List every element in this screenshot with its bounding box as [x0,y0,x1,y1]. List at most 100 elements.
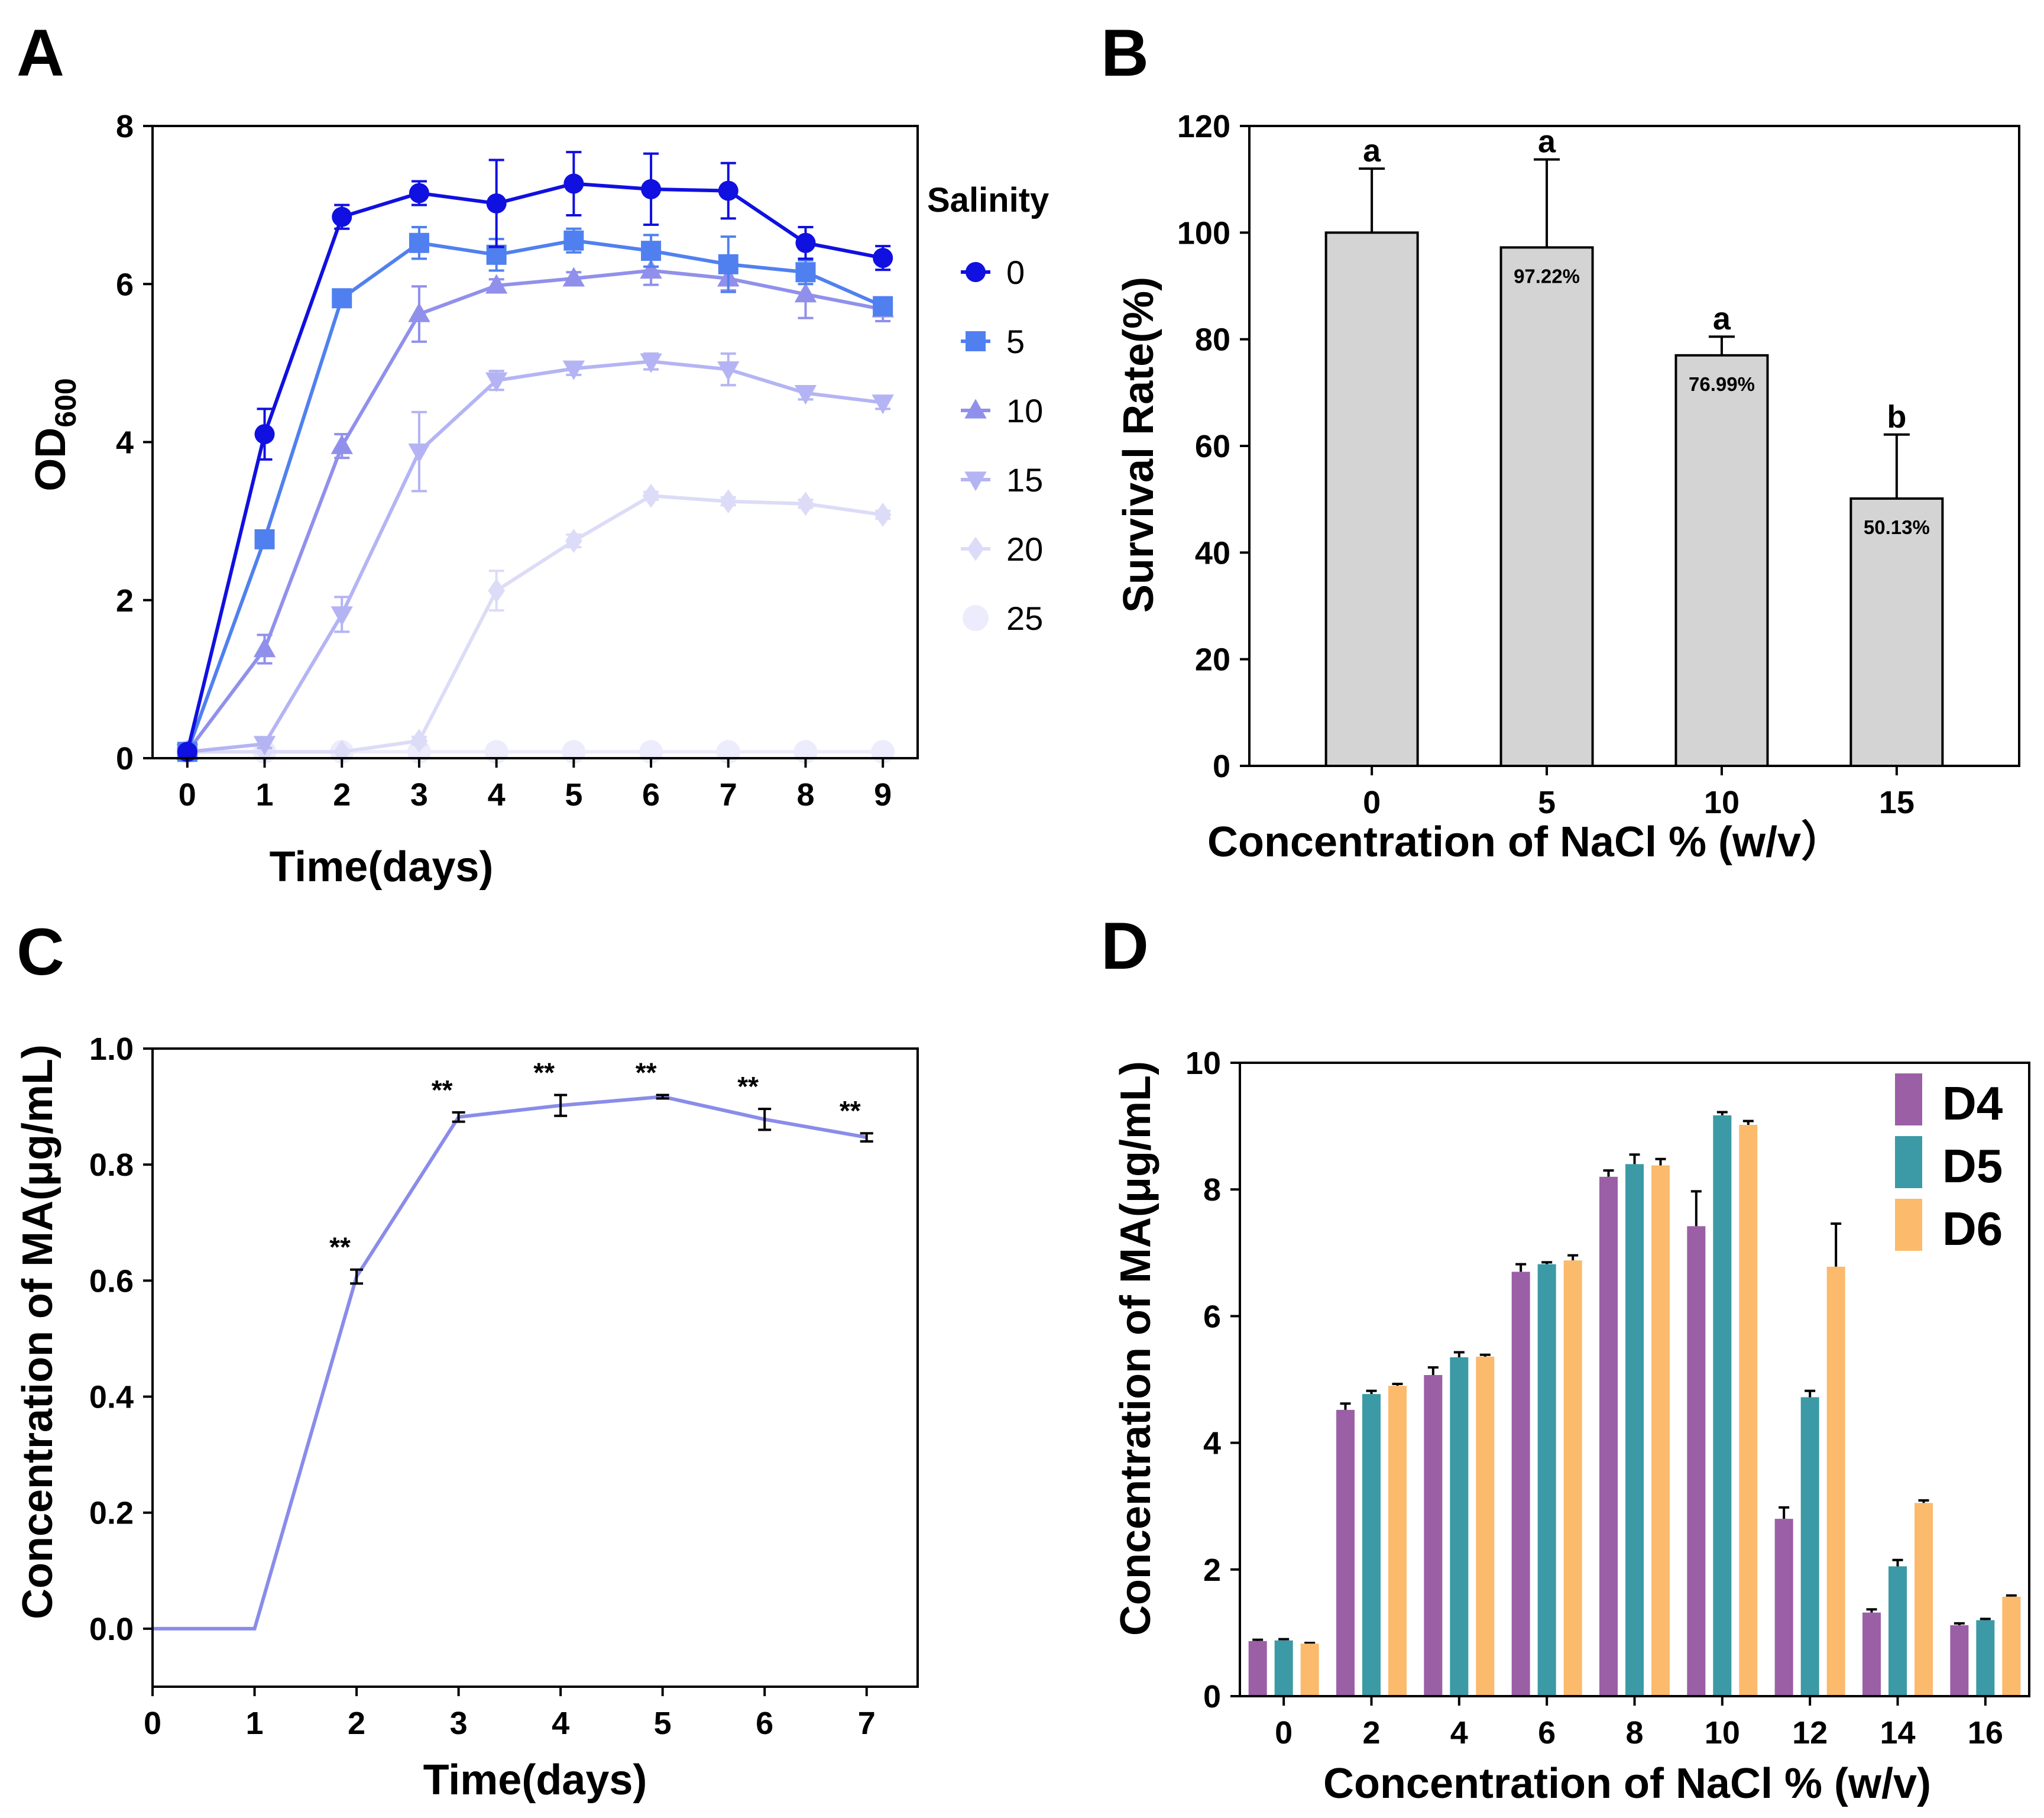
panel-c-xtick-label: 2 [348,1706,365,1741]
panel-letter-d: D [1101,909,1149,983]
panel-a-legend-label: 25 [1006,600,1043,637]
panel-a-point [332,206,352,227]
panel-d-bar-d4 [1424,1375,1443,1696]
panel-a-point [872,394,894,415]
panel-b-bar [1324,231,1419,768]
panel-d-error-bar-line [1918,1499,1929,1503]
panel-c-series-line [153,1095,867,1631]
panel-d-error-bar-line [1541,1261,1553,1264]
panel-d-error-bar [1366,1389,1377,1395]
panel-a-point [254,529,275,549]
panel-a-point [253,736,276,756]
panel-d-error-bar [1892,1558,1903,1567]
panel-d-error-bar-line [1866,1608,1877,1613]
panel-d-error-bar [1690,1190,1702,1227]
panel-d-bar-d6 [1388,1386,1407,1696]
panel-a-point [485,372,508,392]
panel-a-point [641,241,662,261]
panel-a-legend-item: 0 [961,254,1025,291]
panel-c-xtick-label: 6 [756,1706,773,1741]
panel-b-error-bar [1359,167,1385,233]
panel-d-error-bar [1541,1261,1553,1264]
panel-d-ylabel: Concentration of MA(μg/mL) [1112,1061,1159,1636]
panel-d-error-bar [1479,1353,1491,1357]
panel-a-point [408,443,430,464]
panel-d-error-bar-line [1831,1222,1842,1267]
panel-d-bar-group [1424,1351,1495,1696]
panel-b-significance-letter: a [1713,301,1731,337]
panel-d-xlabel: Concentration of NaCl % (w/v) [1323,1760,1931,1807]
panel-d-error-bar-line [1392,1383,1403,1386]
panel-a-legend-marker [966,262,986,282]
panel-d-error-bar-line [1779,1506,1790,1519]
panel-a-series-5 [177,226,893,762]
panel-c-ytick-label: 0.4 [89,1380,134,1415]
panel-letter-a: A [17,16,64,90]
panel-b-bar [1849,497,1944,767]
panel-a-point [718,254,738,274]
panel-a-series-0 [177,151,893,762]
panel-a-point [873,296,893,316]
panel-a-legend-marker [966,331,986,351]
panel-a-point [720,489,737,514]
panel-letter-c: C [17,915,64,989]
panel-a-point [640,258,662,279]
panel-a-point [486,193,507,213]
panel-d-error-bar-line [1716,1111,1728,1115]
panel-a-legend-marker [963,605,989,631]
panel-d-ytick-label: 6 [1203,1299,1221,1334]
panel-a-point [177,742,197,762]
panel-d-error-bar-line [1304,1642,1316,1645]
panel-d-error-bar-line [1690,1190,1702,1227]
panel-d-legend-swatch [1895,1073,1922,1125]
panel-a-ytick-label: 0 [116,741,134,777]
panel-b-bar-group: 97.22% a [1499,124,1594,767]
panel-d-bar-d4 [1336,1409,1355,1696]
panel-d-bar-group [1862,1499,1933,1696]
panel-a-xtick-label: 2 [333,777,351,813]
panel-a-ylabel-subscript: 600 [49,378,82,427]
panel-a-legend-item: 10 [961,392,1043,429]
panel-d-error-bar-line [1340,1402,1351,1410]
panel-d-bar-d5 [1713,1115,1732,1696]
panel-a-series-line [185,238,884,753]
panel-d-error-bar-line [1479,1353,1491,1357]
panel-d-bar-d4 [1511,1272,1530,1696]
panel-b-xlabel: Concentration of NaCl % (w/v） [1207,819,1844,866]
panel-d-bar-d6 [2002,1596,2021,1696]
panel-a-legend-marker [964,471,987,491]
panel-b-ylabel: Survival Rate(%) [1115,277,1162,613]
panel-a-legend-label: 20 [1006,530,1043,568]
panel-c-ytick-label: 0.6 [89,1263,134,1299]
panel-c-error-bar [554,1094,568,1117]
panel-c-error-bar [860,1132,873,1143]
panel-d-bar-d5 [1976,1620,1995,1696]
panel-a-legend-marker [964,399,987,419]
panel-a-xtick-label: 4 [488,777,506,813]
panel-b-xtick-label: 10 [1704,785,1739,820]
panel-d-bar-d5 [1274,1640,1293,1696]
panel-c-significance-stars: ** [533,1057,555,1088]
panel-d-legend-item: D4 [1895,1073,2003,1130]
panel-c-error-bar [758,1108,772,1131]
panel-letter-b: B [1101,16,1149,90]
panel-a: A 0 1 2 3 4 5 6 7 8 9 0 2 4 6 8 Time(days) OD600 Salin… [17,16,1049,891]
panel-c-ytick-label: 0.2 [89,1496,134,1531]
panel-d-bar-d5 [1362,1394,1381,1696]
panel-a-point [640,353,662,373]
panel-a-series-line [185,182,883,753]
panel-b-error-bar [1708,335,1735,355]
panel-d-bar-group [1774,1222,1845,1696]
panel-a-point [253,638,276,658]
panel-b-ytick-label: 40 [1195,535,1230,571]
panel-d-error-bar-line [1629,1153,1640,1164]
panel-a-point [408,302,430,322]
panel-a-xtick-label: 1 [256,777,274,813]
panel-a-legend-label: 5 [1006,323,1025,360]
panel-d-error-bar [1603,1169,1614,1177]
panel-a-xtick-label: 5 [565,777,582,813]
panel-d-ytick-label: 2 [1203,1552,1221,1588]
panel-a-point [642,483,660,508]
panel-b-bar [1499,246,1594,767]
